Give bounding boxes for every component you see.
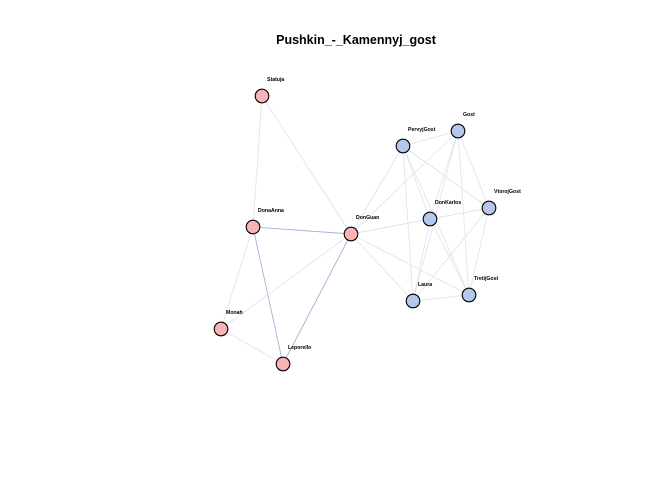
graph-title: Pushkin_-_Kamennyj_gost	[276, 33, 437, 47]
nodes-layer: Statuja DonaAnna DonGuan Monah Leporello Perv…	[213, 77, 521, 372]
node-donaanna: DonaAnna	[245, 208, 284, 235]
edge-donkarlos-vtorojgost	[429, 207, 490, 220]
node-vtorojgost: VtorojGost	[481, 189, 521, 216]
node-pervyjgost: PervyjGost	[395, 127, 436, 154]
node-circle	[343, 226, 359, 242]
node-circle	[450, 123, 466, 139]
node-laura: Laura	[405, 282, 432, 309]
node-label: VtorojGost	[494, 189, 521, 195]
node-label: Statuja	[267, 77, 284, 83]
edge-gost-donkarlos	[429, 130, 459, 220]
node-statuja: Statuja	[254, 77, 284, 104]
edge-laura-tretijgost	[412, 294, 470, 302]
node-label: Monah	[226, 310, 243, 316]
node-circle	[481, 200, 497, 216]
node-monah: Monah	[213, 310, 243, 337]
edge-leporello-donguan	[282, 233, 352, 365]
edge-pervyjgost-donkarlos	[402, 145, 431, 220]
edge-pervyjgost-gost	[402, 130, 459, 147]
edge-vtorojgost-tretijgost	[468, 207, 490, 296]
node-gost: Gost	[450, 112, 475, 139]
edge-donkarlos-laura	[412, 218, 431, 302]
node-donguan: DonGuan	[343, 215, 379, 242]
node-label: DonKarlos	[435, 200, 461, 206]
node-tretijgost: TretijGost	[461, 276, 498, 303]
node-circle	[395, 138, 411, 154]
edge-vtorojgost-laura	[412, 207, 490, 302]
edge-monah-donguan	[220, 233, 352, 330]
edge-donguan-pervyjgost	[350, 145, 404, 235]
edge-monah-leporello	[220, 328, 284, 365]
node-label: TretijGost	[474, 276, 498, 282]
node-circle	[245, 219, 261, 235]
edge-pervyjgost-laura	[402, 145, 414, 302]
node-label: Laura	[418, 282, 432, 288]
node-circle	[422, 211, 438, 227]
edge-donaanna-monah	[220, 226, 254, 330]
node-label: DonGuan	[356, 215, 379, 221]
node-circle	[275, 356, 291, 372]
node-label: DonaAnna	[258, 208, 284, 214]
edge-statuja-donaanna	[252, 95, 263, 228]
node-circle	[461, 287, 477, 303]
node-label: Gost	[463, 112, 475, 118]
edge-donaanna-donguan	[252, 226, 352, 235]
node-circle	[213, 321, 229, 337]
edge-statuja-donguan	[261, 95, 352, 235]
edges-layer	[220, 95, 490, 365]
edge-donguan-gost	[350, 130, 459, 235]
node-donkarlos: DonKarlos	[422, 200, 461, 227]
edge-donkarlos-tretijgost	[429, 218, 470, 296]
node-label: PervyjGost	[408, 127, 436, 133]
edge-donaanna-leporello	[252, 226, 284, 365]
node-circle	[254, 88, 270, 104]
edge-gost-vtorojgost	[457, 130, 490, 209]
edge-donguan-tretijgost	[350, 233, 470, 296]
edge-donguan-laura	[350, 233, 414, 302]
node-circle	[405, 293, 421, 309]
node-label: Leporello	[288, 345, 311, 351]
node-leporello: Leporello	[275, 345, 311, 372]
